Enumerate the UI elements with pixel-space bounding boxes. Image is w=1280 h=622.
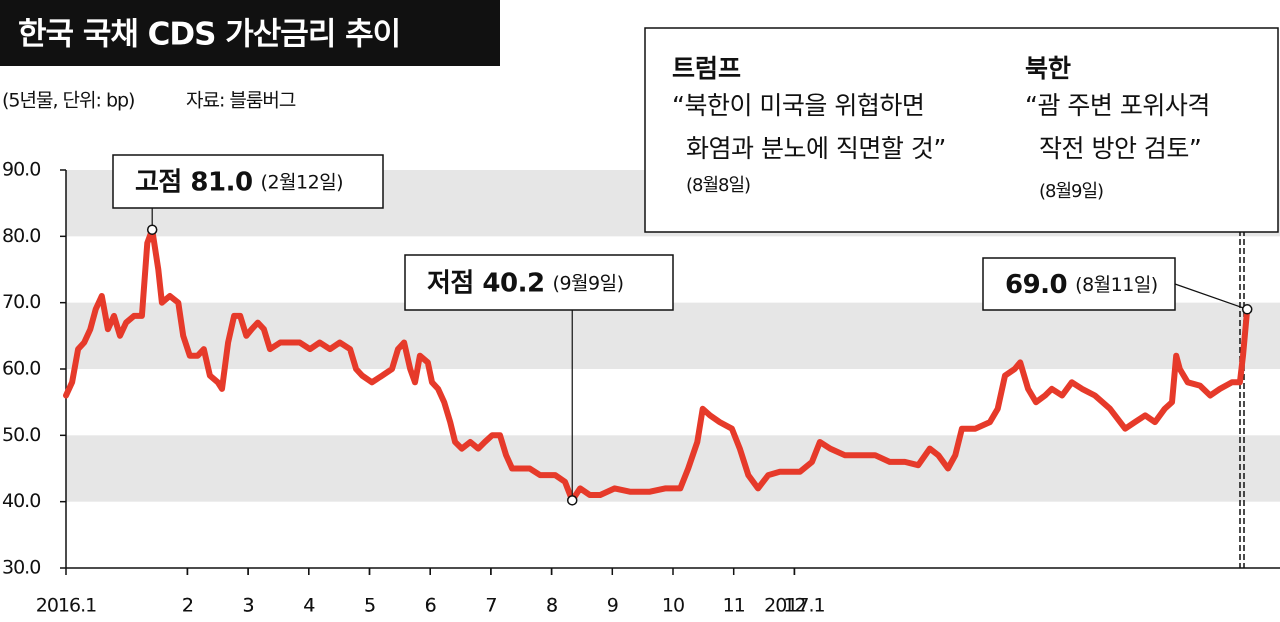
y-tick-label: 80.0 — [2, 225, 40, 247]
chart-title: 한국 국채 CDS 가산금리 추이 — [18, 17, 400, 53]
series-line — [63, 226, 1251, 504]
subtitle: (5년물, 단위: bp) — [2, 90, 134, 112]
annotation-box — [112, 154, 384, 209]
x-tick-label: 7 — [485, 595, 496, 617]
x-tick-label: 6 — [425, 595, 436, 617]
event-date: (8월8일) — [686, 175, 750, 196]
leader-line — [1174, 283, 1248, 310]
event-quote: 화염과 분노에 직면할 것” — [686, 134, 946, 163]
event-quote: 작전 방안 검토” — [1039, 134, 1201, 163]
annotation-date: (2월12일) — [261, 171, 344, 193]
annotation-box — [982, 257, 1176, 311]
y-tick-label: 30.0 — [2, 557, 40, 579]
x-tick-label: 7 — [485, 595, 496, 617]
x-tick-label: 2016.1 — [36, 595, 96, 617]
x-tick-label: 5 — [364, 595, 375, 617]
y-tick-label: 60.0 — [2, 358, 40, 380]
annotation-label: 저점 40.2 — [427, 268, 545, 298]
point-marker — [146, 224, 158, 235]
event-quote: “북한이 미국을 위협하면 — [672, 91, 924, 120]
event-who: 트럼프 — [672, 54, 741, 83]
title-box — [0, 0, 500, 66]
y-tick-label: 50.0 — [2, 424, 40, 446]
x-tick-label: 4 — [303, 595, 315, 617]
y-tick-label: 40.0 — [2, 490, 40, 512]
x-tick-label: 10 — [662, 595, 684, 617]
x-tick-label: 8 — [546, 595, 557, 617]
x-tick-label: 2 — [182, 595, 193, 617]
event-who: 북한 — [1025, 54, 1071, 83]
event-box — [644, 27, 1279, 233]
event-date: (8월9일) — [1039, 181, 1103, 202]
annotation-date: (9월9일) — [553, 272, 624, 294]
x-tick-label: 2017.1 — [764, 595, 824, 617]
point-marker — [1241, 304, 1253, 315]
source: 자료: 블룸버그 — [186, 90, 296, 112]
annotation: 69.0 (8월11일) — [1005, 270, 1158, 300]
x-tick-label: 9 — [607, 595, 618, 617]
annotation: 고점 81.0 (2월12일) — [135, 167, 343, 197]
y-tick-label: 70.0 — [2, 291, 40, 313]
x-tick-label: 8 — [546, 595, 557, 617]
y-tick-label: 90.0 — [2, 159, 40, 181]
point-marker — [566, 495, 578, 506]
annotation-label: 69.0 — [1005, 270, 1067, 300]
annotation-date: (8월11일) — [1075, 274, 1158, 296]
x-tick-label: 3 — [243, 595, 254, 617]
event-quote: “괌 주변 포위사격 — [1025, 91, 1210, 120]
x-tick-label: 6 — [425, 595, 436, 617]
grid-band — [66, 435, 1280, 502]
annotation-label: 고점 81.0 — [135, 167, 253, 197]
x-tick-label: 2 — [182, 595, 193, 617]
annotation: 저점 40.2 (9월9일) — [427, 268, 624, 298]
x-tick-label: 3 — [243, 595, 254, 617]
x-tick-label: 12 — [783, 595, 805, 617]
x-tick-label: 4 — [303, 595, 315, 617]
x-tick-label: 5 — [364, 595, 375, 617]
x-tick-label: 11 — [723, 595, 745, 617]
annotation-box — [404, 254, 674, 311]
